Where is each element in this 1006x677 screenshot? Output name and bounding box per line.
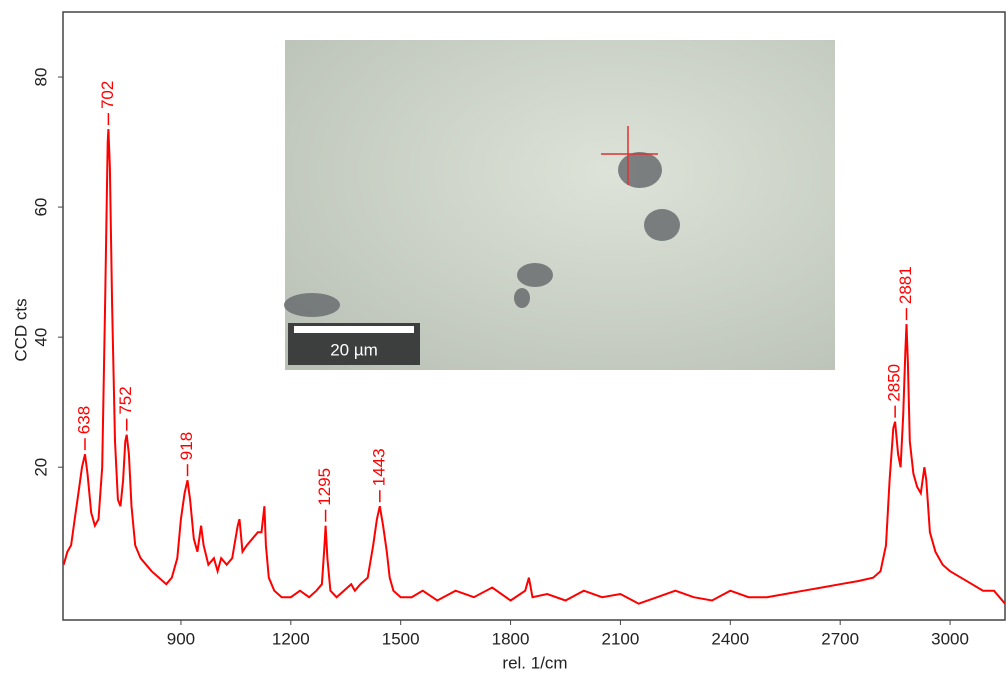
x-axis-label: rel. 1/cm [502, 653, 567, 672]
y-tick-label: 40 [31, 328, 50, 347]
y-tick-label: 20 [31, 458, 50, 477]
peak-label: 1295 [315, 468, 334, 506]
micrograph [285, 40, 835, 370]
peak-label: 2881 [896, 266, 915, 304]
x-tick-label: 900 [167, 629, 195, 648]
x-tick-label: 2400 [711, 629, 749, 648]
y-axis-label: CCD cts [11, 298, 30, 361]
x-tick-label: 2100 [602, 629, 640, 648]
peak-label: 918 [177, 432, 196, 460]
x-tick-label: 1200 [272, 629, 310, 648]
scale-bar [294, 326, 414, 333]
peak-label: 1443 [369, 448, 388, 486]
scale-bar-label: 20 µm [330, 340, 378, 359]
x-tick-label: 1800 [492, 629, 530, 648]
plot-frame [62, 11, 1006, 621]
y-tick-label: 80 [31, 68, 50, 87]
x-tick-label: 3000 [931, 629, 969, 648]
inset-image: 20 µm [284, 40, 835, 370]
peak-label: 752 [116, 386, 135, 414]
y-tick-label: 60 [31, 198, 50, 217]
x-tick-label: 1500 [382, 629, 420, 648]
x-tick-label: 2700 [821, 629, 859, 648]
spectrum-line [62, 128, 1006, 605]
peak-label: 638 [74, 406, 93, 434]
peak-label: 702 [98, 81, 117, 109]
particles [284, 152, 680, 317]
peak-label: 2850 [885, 364, 904, 402]
